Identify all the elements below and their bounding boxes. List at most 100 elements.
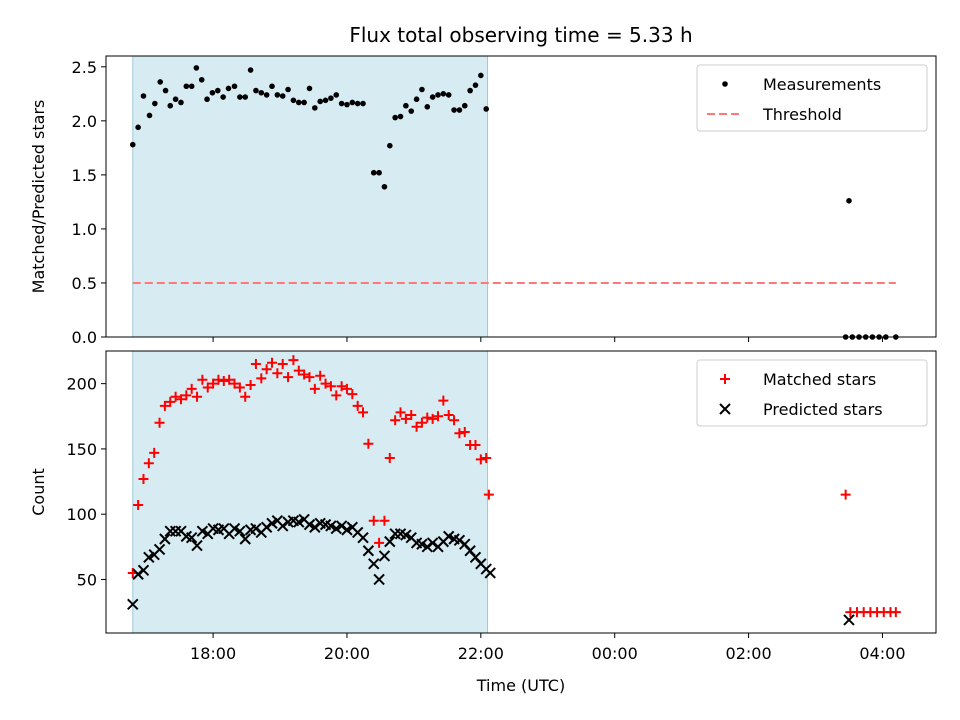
y-axis-label: Count [29,468,48,516]
matched-star-point [475,454,486,465]
matched-star-point [143,458,154,469]
measurement-point [301,99,307,106]
measurement-point [397,113,404,120]
predicted-star-point [260,521,273,533]
predicted-star-point [373,573,385,586]
matched-star-point [186,383,197,394]
matched-star-point [470,440,481,450]
x-axis-label: Time (UTC) [476,676,565,695]
matched-star-point [299,369,310,380]
measurement-point [387,142,393,149]
x-tick-label: 00:00 [592,644,638,663]
measurement-point [461,102,468,109]
matched-star-point [224,374,235,385]
matched-star-point [229,378,240,389]
measurement-point [135,124,141,131]
y-tick-label: 0.0 [72,328,97,347]
matched-star-point [840,489,851,500]
predicted-star-point [843,614,855,626]
measurement-point [253,87,259,94]
y-tick-label: 1.0 [72,220,97,239]
measurement-point [162,87,169,94]
measurement-point [440,91,447,97]
measurement-point [472,82,479,88]
matched-star-point [309,383,320,394]
matched-star-point [250,359,261,370]
matched-star-point [138,473,149,484]
measurement-point [419,86,425,93]
measurement-point [146,112,153,119]
matched-star-point [379,515,390,526]
predicted-star-point [309,521,321,533]
matched-star-point [288,355,299,366]
matched-star-point [165,396,176,407]
matched-star-point [283,372,294,383]
matched-star-point [347,389,358,400]
x-tick-label: 04:00 [859,644,905,663]
measurement-point [445,92,452,98]
x-tick-label: 22:00 [458,644,504,663]
predicted-star-point [250,522,262,535]
matched-star-point [208,378,219,389]
matched-star-point [422,412,433,423]
predicted-star-point [368,558,380,570]
predicted-star-point [426,537,439,549]
y-tick-label: 2.0 [72,112,97,131]
matched-star-point [459,426,470,437]
predicted-star-point [453,534,466,547]
predicted-star-point [191,539,203,552]
matched-star-point [411,421,422,432]
measurement-point [349,99,356,106]
measurement-point [483,106,489,112]
measurement-point [376,169,382,176]
matched-star-point [427,413,438,424]
matched-star-point [202,382,213,393]
measurement-point [392,114,398,121]
y-tick-label: 0.5 [72,274,97,293]
measurement-point [285,86,291,93]
matched-star-point [384,453,395,464]
measurement-point [451,107,457,113]
predicted-star-point [127,598,139,610]
measurement-point [129,141,136,148]
matched-star-point [175,394,186,405]
matched-star-point [272,368,283,379]
measurement-point [354,100,361,107]
measurement-point [478,72,484,79]
matched-star-point [454,428,465,439]
predicted-star-point [159,533,171,545]
measurement-point [193,65,200,71]
matched-star-point [406,409,417,420]
legend-label: Measurements [763,75,881,94]
measurement-point [360,100,366,107]
predicted-star-point [357,531,369,544]
predicted-star-point [137,564,150,577]
legend-box [696,64,928,132]
matched-star-point [400,413,411,424]
matched-star-point [181,390,192,401]
measurement-point [247,67,254,73]
matched-star-point [483,489,494,500]
matched-star-point [325,381,336,392]
matched-star-point [481,453,492,464]
measurement-point [344,101,350,108]
measurement-point [413,96,420,103]
measurement-point [328,95,334,101]
matched-star-point [159,400,170,411]
measurement-point [183,83,190,90]
matched-star-point [213,374,224,385]
legend-label: Predicted stars [763,400,883,419]
y-tick-label: 2.5 [72,58,97,77]
matched-star-point [416,417,427,428]
matched-star-point [277,359,288,370]
measurement-point [152,100,158,107]
matched-star-point [449,415,460,426]
legend-label: Threshold [762,105,842,124]
matched-star-point [363,438,374,449]
predicted-star-point [185,531,198,544]
top-panel: 0.0 0.5 1.0 1.5 2.0 2.5 Matched/Predicted star… [29,55,937,347]
y-tick-label: 150 [66,440,97,459]
x-tick-label: 02:00 [726,644,772,663]
measurement-point [846,198,852,204]
